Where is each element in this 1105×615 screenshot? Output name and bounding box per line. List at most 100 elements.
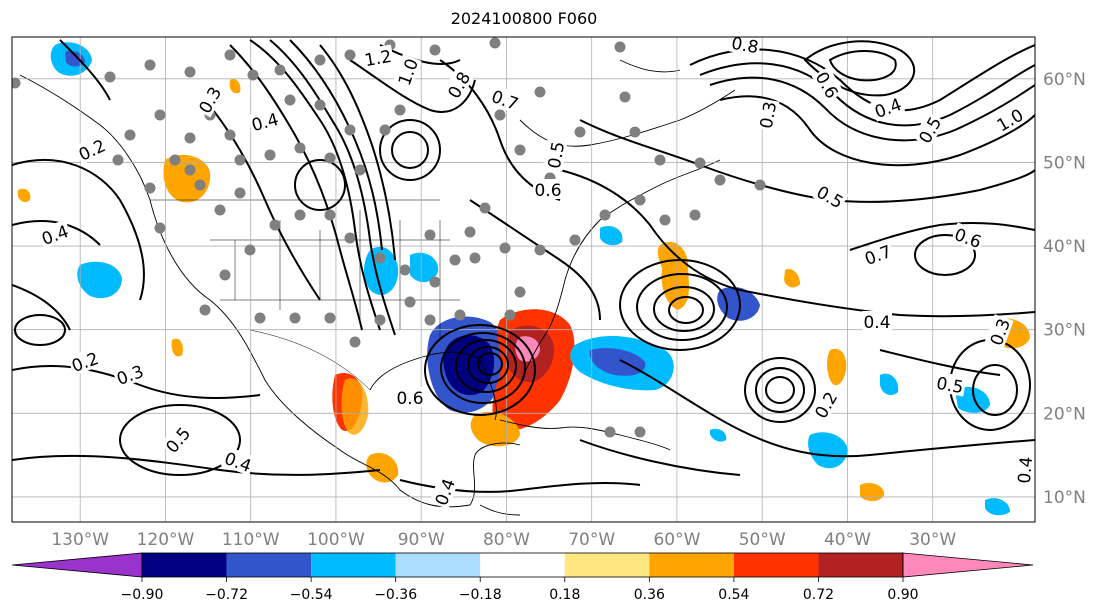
- observation-marker: [294, 142, 306, 154]
- colorbar-extend-high: [902, 552, 1034, 578]
- observation-marker: [154, 109, 166, 121]
- contour-label: 0.8: [728, 34, 762, 58]
- colorbar-tick-label: 0.18: [549, 587, 580, 603]
- observation-marker: [284, 94, 296, 106]
- observation-marker: [274, 64, 286, 76]
- lon-tick-label: 130°W: [51, 530, 109, 550]
- contour-label-text: 0.8: [730, 34, 760, 58]
- contour-label-bg: [808, 386, 842, 423]
- contour-label: 0.4: [862, 311, 892, 333]
- observation-marker: [754, 179, 766, 191]
- observation-marker: [194, 179, 206, 191]
- observation-marker: [294, 209, 306, 221]
- observation-marker: [469, 252, 481, 264]
- contour-label-bg: [361, 44, 395, 70]
- positive-shading: [163, 154, 211, 203]
- negative-shading: [600, 225, 623, 246]
- observation-marker: [429, 44, 441, 56]
- lat-tick-label: 20°N: [1043, 404, 1086, 424]
- positive-shading: [341, 378, 369, 435]
- lon-tick-label: 90°W: [398, 530, 445, 550]
- observation-marker: [404, 296, 416, 308]
- colorbar-tick-label: −0.36: [374, 587, 417, 603]
- observation-marker: [479, 202, 491, 214]
- observation-marker: [12, 77, 21, 89]
- map-frame: [11, 36, 1036, 523]
- contour-label-bg: [247, 107, 282, 135]
- contour-label-bg: [392, 54, 422, 90]
- colorbar-tick-label: 0.54: [718, 587, 749, 603]
- observation-marker: [144, 59, 156, 71]
- contour-label-bg: [862, 311, 892, 331]
- observation-marker: [514, 144, 526, 156]
- positive-shading: [657, 241, 689, 310]
- lat-tick-label: 10°N: [1043, 488, 1086, 508]
- observation-marker: [424, 314, 436, 326]
- map-title: 2024100800 F060: [450, 9, 598, 28]
- observation-marker: [169, 154, 181, 166]
- lon-tick-label: 100°W: [307, 530, 365, 550]
- contour-label-bg: [429, 474, 459, 510]
- colorbar-tick-label: 0.72: [803, 587, 834, 603]
- observation-marker: [634, 426, 646, 438]
- observation-marker: [247, 69, 259, 81]
- observation-marker: [659, 214, 671, 226]
- observation-marker: [314, 54, 326, 66]
- contour-label-bg: [950, 222, 986, 252]
- observation-marker: [614, 41, 626, 53]
- contour-label-bg: [860, 239, 896, 269]
- observation-marker: [234, 187, 246, 199]
- contour-label-text: 0.4: [863, 313, 890, 333]
- colorbar-swatch: [311, 553, 396, 577]
- contour-label-bg: [933, 371, 967, 397]
- colorbar-swatch: [733, 553, 819, 577]
- positive-shading: [470, 411, 520, 447]
- contour-label-text: 0.5: [935, 374, 965, 398]
- colorbar-tick-label: −0.72: [205, 587, 248, 603]
- observation-marker: [219, 269, 231, 281]
- lon-tick-label: 110°W: [222, 530, 280, 550]
- lat-axis: 60°N 50°N 40°N 30°N 20°N 10°N: [1043, 70, 1086, 508]
- contour-label-bg: [37, 219, 73, 249]
- contour-label: 0.5: [933, 371, 967, 398]
- observation-marker: [184, 132, 196, 144]
- negative-shading: [589, 348, 646, 376]
- contour-label: 0.6: [533, 179, 563, 201]
- negative-shading: [880, 373, 899, 396]
- observation-marker: [714, 174, 726, 186]
- contour-label: 0.4: [1012, 454, 1035, 486]
- colorbar-swatch: [649, 553, 734, 577]
- contour-label: 0.5: [542, 138, 569, 172]
- contour-label-bg: [487, 84, 523, 114]
- lat-tick-label: 30°N: [1043, 321, 1086, 341]
- lon-tick-label: 40°W: [824, 530, 871, 550]
- observation-marker: [379, 124, 391, 136]
- observation-marker: [324, 312, 336, 324]
- lon-tick-label: 60°W: [653, 530, 700, 550]
- observation-marker: [604, 426, 616, 438]
- observation-marker: [694, 157, 706, 169]
- observation-marker: [224, 129, 236, 141]
- observation-marker: [289, 312, 301, 324]
- observation-marker: [499, 242, 511, 254]
- contour-label: 1.2: [361, 44, 395, 71]
- observation-marker: [449, 254, 461, 266]
- observation-marker: [619, 91, 631, 103]
- contour-label-bg: [728, 37, 762, 57]
- observation-marker: [534, 86, 546, 98]
- observation-marker: [344, 232, 356, 244]
- contour-label-text: 0.6: [396, 389, 423, 409]
- observation-marker: [224, 49, 236, 61]
- colorbar-swatch: [564, 553, 650, 577]
- observation-marker: [344, 124, 356, 136]
- observation-marker: [374, 252, 386, 264]
- negative-shading: [77, 261, 122, 299]
- observation-marker: [344, 49, 356, 61]
- contour-label-bg: [870, 92, 906, 122]
- observation-marker: [184, 164, 196, 176]
- contour-label-text: 1.2: [363, 47, 393, 71]
- contour-label-bg: [112, 359, 148, 389]
- observation-marker: [234, 154, 246, 166]
- observation-marker: [454, 309, 466, 321]
- observation-marker: [104, 71, 116, 83]
